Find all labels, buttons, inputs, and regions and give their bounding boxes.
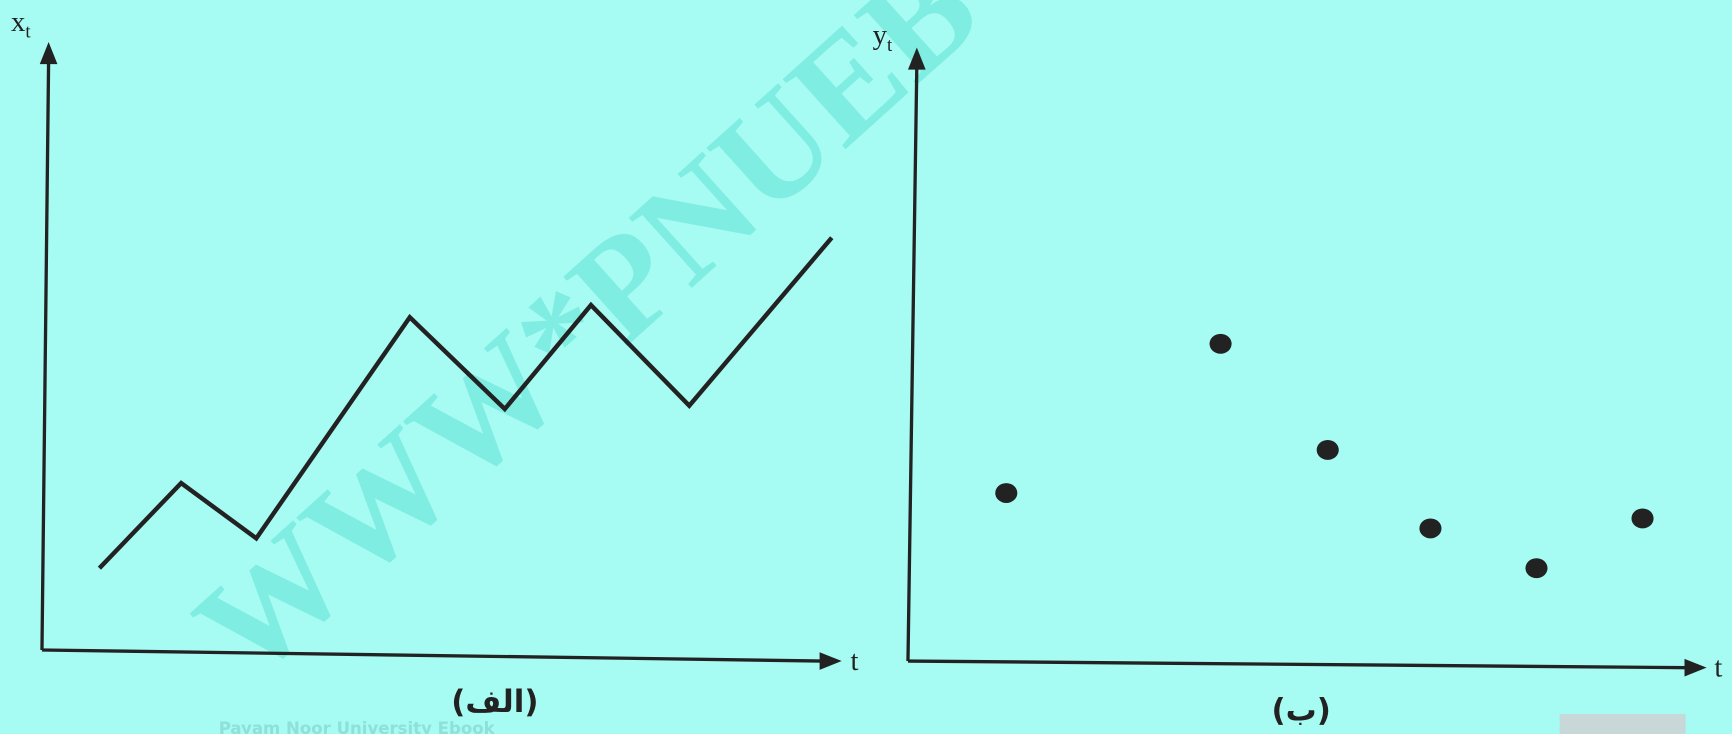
point (995, 483, 1018, 503)
footer: Payam Noor University Ebook (219, 719, 496, 734)
x-axis-label: t (1714, 652, 1722, 684)
arrow (907, 47, 926, 70)
arrow (819, 652, 842, 670)
arrow (1684, 658, 1707, 677)
series-line (97, 236, 834, 570)
caption: (ب) (1272, 693, 1331, 729)
x-axis (907, 659, 1688, 670)
point (1631, 508, 1654, 529)
point (1419, 518, 1442, 539)
y-axis (906, 66, 919, 662)
caption: (الف) (451, 684, 538, 720)
point (1209, 333, 1232, 354)
points (995, 333, 1654, 579)
x-axis-label: t (851, 645, 859, 677)
point (1525, 558, 1548, 579)
y-axis (40, 60, 51, 651)
corner-box (1559, 714, 1686, 734)
x-axis (41, 648, 823, 663)
point (1316, 439, 1339, 460)
y-axis-label: xt (11, 6, 31, 43)
y-axis-label: yt (873, 19, 893, 56)
arrow (39, 42, 58, 65)
